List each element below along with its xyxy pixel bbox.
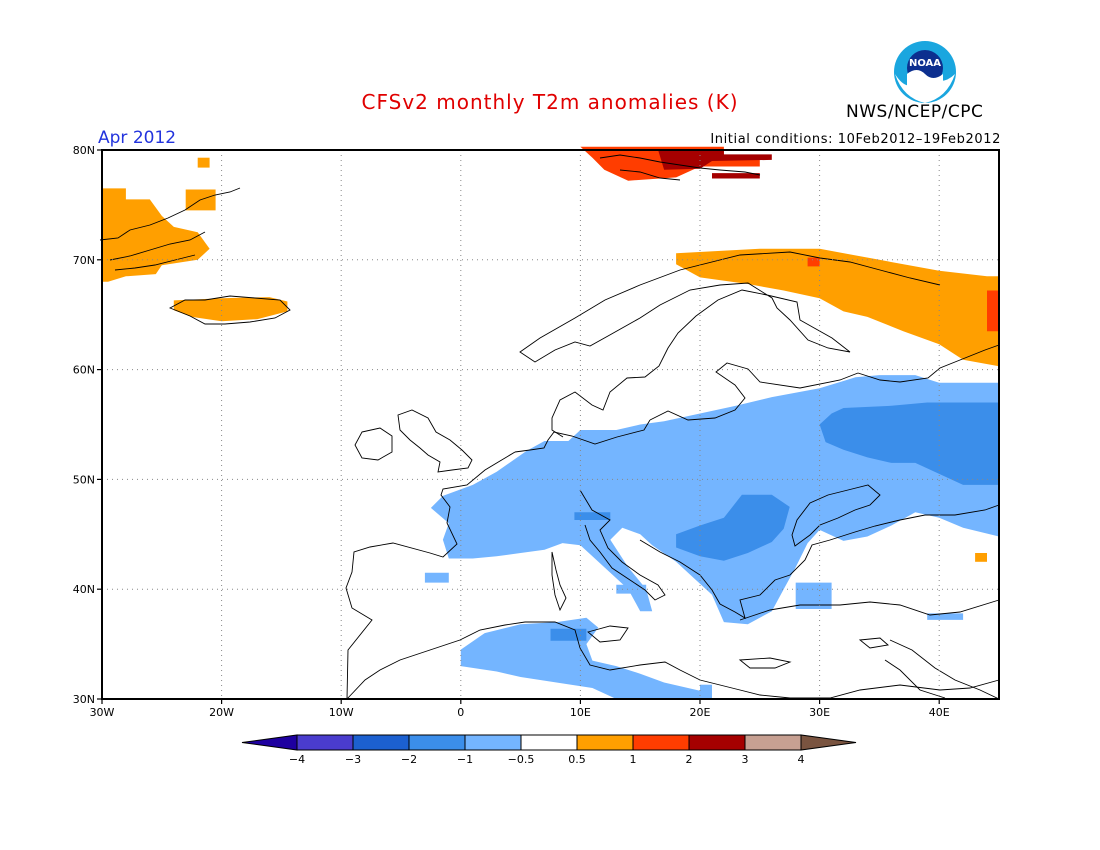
anomaly-region-greenland-north-warm	[197, 157, 210, 168]
colorbar-label: −3	[345, 753, 361, 766]
coastline-italy	[579, 489, 666, 601]
anomaly-region-russia-cold	[819, 402, 999, 485]
coastline-greenland-east	[99, 187, 241, 271]
coastlines	[99, 154, 1000, 700]
coastline-balkans	[639, 504, 1000, 619]
colorbar-label: 1	[630, 753, 637, 766]
coastline-iceland	[168, 295, 291, 325]
lon-label: 30E	[809, 706, 830, 719]
coastline-cyprus	[858, 637, 890, 649]
colorbar-segment	[520, 734, 578, 751]
colorbar-label: 2	[686, 753, 693, 766]
lat-label: 50N	[73, 473, 95, 486]
noaa-logo: NOAA	[893, 40, 957, 104]
colorbar-label: −4	[289, 753, 305, 766]
colorbar-label: 0.5	[568, 753, 586, 766]
coastline-north-sea	[514, 419, 651, 453]
colorbar-label: −1	[457, 753, 473, 766]
anomaly-region-caucasus-warm-cell	[975, 553, 987, 562]
colorbar-segment	[688, 734, 746, 751]
lon-label: 20E	[690, 706, 711, 719]
lon-label: 10E	[570, 706, 591, 719]
coastline-britain	[397, 409, 473, 473]
anomaly-region-arctic-russia-hot1	[807, 257, 820, 267]
coastline-corsica-sardinia	[551, 551, 567, 612]
coastline-turkey	[739, 599, 1000, 621]
colorbar-label: −2	[401, 753, 417, 766]
lon-label: 0	[457, 706, 464, 719]
colorbar-segment	[352, 734, 410, 751]
anomaly-region-arctic-russia-hot2	[987, 290, 999, 332]
colorbar-segment	[464, 734, 522, 751]
anomaly-region-alps-cold	[574, 512, 611, 520]
anomaly-region-sicily-cold	[550, 628, 587, 641]
forecast-period: Apr 2012	[98, 128, 177, 148]
coastline-baltic	[649, 362, 859, 421]
map-frame	[101, 149, 1000, 700]
anomaly-region-iceland-warm	[173, 297, 288, 322]
lat-label: 30N	[73, 693, 95, 706]
colorbar-segment	[744, 734, 802, 751]
anomaly-region-libya-coast-cool	[700, 684, 712, 699]
anomaly-region-svalbard-core	[658, 150, 772, 170]
coastline-svalbard	[599, 154, 761, 181]
lon-label: 30W	[90, 706, 115, 719]
lat-label: 70N	[73, 254, 95, 267]
lon-label: 20W	[209, 706, 234, 719]
chart-title: CFSv2 monthly T2m anomalies (K)	[361, 90, 739, 114]
anomaly-fills	[102, 146, 999, 699]
coastline-ireland	[354, 427, 393, 461]
agency-label: NWS/NCEP/CPC	[846, 102, 984, 122]
svg-text:NOAA: NOAA	[909, 58, 941, 69]
lat-label: 40N	[73, 583, 95, 596]
anomaly-region-iberia-coast-cool	[424, 572, 449, 583]
initial-conditions: Initial conditions: 10Feb2012–19Feb2012	[710, 132, 1001, 147]
coastline-middle-east	[884, 639, 1000, 700]
colorbar-segment	[296, 734, 354, 751]
lon-label: 40E	[929, 706, 950, 719]
anomaly-region-balkans-cold	[676, 494, 790, 561]
coastline-crete	[738, 657, 792, 669]
colorbar-cap-high	[800, 734, 857, 751]
colorbar-label: 3	[742, 753, 749, 766]
coastline-russia-arctic	[857, 344, 1000, 383]
coastline-black-sea	[791, 484, 881, 547]
lat-label: 80N	[73, 144, 95, 157]
colorbar-label: 4	[798, 753, 805, 766]
lon-label: 10W	[329, 706, 354, 719]
coastline-north-africa	[346, 621, 1000, 700]
lat-label: 60N	[73, 364, 95, 377]
colorbar-label: −0.5	[508, 753, 535, 766]
colorbar-cap-low	[241, 734, 298, 751]
anomaly-region-arctic-russia-warm	[676, 248, 999, 367]
colorbar-legend: −4 −3 −2 −1 −0.5 0.5 1 2 3 4	[241, 734, 857, 766]
colorbar-segment	[576, 734, 634, 751]
colorbar-segment	[408, 734, 466, 751]
coastline-iberia-france	[345, 451, 516, 700]
coastline-sicily	[587, 625, 629, 643]
coastline-scandinavia	[519, 251, 941, 438]
anomaly-region-italy-south-cool	[616, 584, 647, 594]
anomaly-region-caucasus-cool	[927, 613, 964, 620]
colorbar-segment	[632, 734, 690, 751]
anomaly-region-svalbard-east	[712, 173, 760, 179]
